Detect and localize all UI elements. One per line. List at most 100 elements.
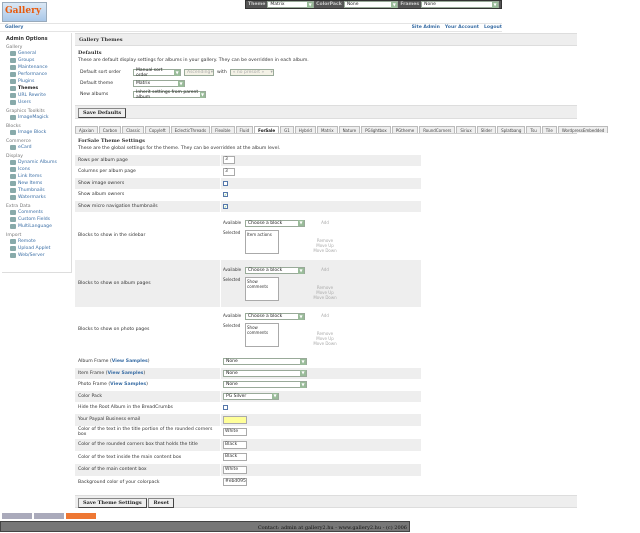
tab-slider[interactable]: Slider <box>476 126 497 133</box>
tab-hybrid[interactable]: Hybrid <box>294 126 316 133</box>
album_frame-select[interactable]: None ▼ <box>223 358 307 366</box>
sidebar-item[interactable]: Link Items <box>6 173 67 180</box>
c2-input[interactable]: Black <box>223 440 247 449</box>
remove-button[interactable]: Remove <box>316 285 334 291</box>
choose-block-select[interactable]: Choose a block ▼ <box>245 219 305 227</box>
sidebar-item[interactable]: Comments <box>6 209 67 216</box>
micro-checkbox[interactable]: ✓ <box>223 203 228 209</box>
sidebar-item[interactable]: Dynamic Albums <box>6 159 67 166</box>
move-down-button[interactable]: Move Down <box>313 341 337 346</box>
c1-input[interactable]: White <box>223 428 247 437</box>
sidebar-item[interactable]: Performance <box>6 71 67 78</box>
sort-order-select[interactable]: Manual sort order ▼ <box>133 68 181 78</box>
album_owners-checkbox[interactable]: ✓ <box>223 192 228 198</box>
c3-input[interactable]: Black <box>223 453 247 462</box>
move-up-button[interactable]: Move Up <box>316 242 334 248</box>
gallery-badge[interactable] <box>34 513 64 519</box>
sidebar-item[interactable]: Image Block <box>6 129 67 136</box>
remove-button[interactable]: Remove <box>316 331 334 336</box>
sidebar-item[interactable]: ImageMagick <box>6 114 67 121</box>
sidebar-item[interactable]: New Items <box>6 180 67 187</box>
rows-input[interactable]: 3 <box>223 156 235 165</box>
tab-nature[interactable]: Nature <box>338 126 361 133</box>
move-down-button[interactable]: Move Down <box>313 295 337 301</box>
hide-root-checkbox[interactable] <box>223 405 228 411</box>
reset-button[interactable]: Reset <box>148 498 175 508</box>
selected-blocks-list[interactable]: Show comments <box>245 323 279 347</box>
tab-pgtheme[interactable]: PGtheme <box>391 126 419 133</box>
colorpack-select[interactable]: PG Silver ▼ <box>223 392 279 400</box>
choose-block-select[interactable]: Choose a block ▼ <box>245 313 305 320</box>
move-up-button[interactable]: Move Up <box>316 290 334 296</box>
frames-select[interactable]: None ▼ <box>421 1 499 8</box>
view-samples-link[interactable]: View Samples <box>111 359 148 365</box>
tab-fluid[interactable]: Fluid <box>235 126 254 133</box>
selected-blocks-list[interactable]: Item actions <box>245 229 279 254</box>
tab-flexible[interactable]: Flexible <box>211 126 235 133</box>
save-theme-settings-button[interactable]: Save Theme Settings <box>78 498 147 508</box>
theme-select[interactable]: Matrix ▼ <box>267 1 315 8</box>
new-albums-select[interactable]: Inherit settings from parent album ▼ <box>133 90 206 100</box>
php-badge[interactable] <box>66 513 96 519</box>
sidebar-item[interactable]: Groups <box>6 57 67 64</box>
view-samples-link[interactable]: View Samples <box>110 382 147 388</box>
item_frame-select[interactable]: None ▼ <box>223 369 307 377</box>
sidebar-item[interactable]: MultiLanguage <box>6 223 67 230</box>
selected-blocks-list[interactable]: Show comments <box>245 277 279 302</box>
site-admin-link[interactable]: Site Admin <box>411 25 440 30</box>
tab-g1[interactable]: G1 <box>280 126 294 133</box>
move-down-button[interactable]: Move Down <box>313 247 337 253</box>
move-up-button[interactable]: Move Up <box>316 336 334 341</box>
tab-roundcorners[interactable]: RoundCorners <box>419 126 456 133</box>
c4-input[interactable]: White <box>223 465 247 474</box>
tab-tsu[interactable]: Tsu <box>526 126 541 133</box>
tab-eclecticthreads[interactable]: EclecticThreads <box>170 126 211 133</box>
tab-splatbang[interactable]: Splatbang <box>497 126 526 133</box>
c5-input[interactable]: #ebd095 <box>223 478 247 487</box>
sidebar-item[interactable]: Remote <box>6 238 67 245</box>
tab-copyleft[interactable]: Copyleft <box>145 126 170 133</box>
logout-link[interactable]: Logout <box>484 25 502 30</box>
tab-ajaxian[interactable]: Ajaxian <box>75 126 98 133</box>
your-account-link[interactable]: Your Account <box>444 25 479 30</box>
sidebar-item[interactable]: General <box>6 50 67 57</box>
presort-select[interactable]: « no presort » ▾ <box>229 69 274 76</box>
default-theme-select[interactable]: Matrix ▼ <box>133 80 185 87</box>
sidebar-item[interactable]: Plugins <box>6 78 67 85</box>
tab-pglightbox[interactable]: PGlightbox <box>361 126 391 133</box>
tab-siriux[interactable]: Siriux <box>456 126 476 133</box>
sort-direction-select[interactable]: Ascending ▾ <box>184 69 214 76</box>
sidebar-item[interactable]: eCard <box>6 144 67 151</box>
tab-forsale[interactable]: ForSale <box>254 126 280 133</box>
cols-input[interactable]: 3 <box>223 167 235 176</box>
sidebar-item[interactable]: Users <box>6 99 67 106</box>
add-button[interactable]: Add <box>321 267 329 273</box>
photo_frame-select[interactable]: None ▼ <box>223 381 307 389</box>
add-button[interactable]: Add <box>321 313 329 318</box>
save-defaults-button[interactable]: Save Defaults <box>78 108 127 118</box>
sidebar-item[interactable]: Upload Applet <box>6 245 67 252</box>
sidebar-item[interactable]: Custom Fields <box>6 216 67 223</box>
add-button[interactable]: Add <box>321 219 329 225</box>
sidebar-item[interactable]: Maintenance <box>6 64 67 71</box>
paypal-input[interactable] <box>223 415 247 424</box>
remove-button[interactable]: Remove <box>316 237 334 243</box>
view-samples-link[interactable]: View Samples <box>107 370 144 376</box>
img_owners-checkbox[interactable] <box>223 180 228 186</box>
sidebar-item[interactable]: Watermarks <box>6 194 67 201</box>
sidebar-item[interactable]: URL Rewrite <box>6 92 67 99</box>
tab-wordpressembedded[interactable]: WordpressEmbedded <box>557 126 609 133</box>
sidebar-item[interactable]: Icons <box>6 166 67 173</box>
tab-tile[interactable]: Tile <box>541 126 557 133</box>
sidebar-item[interactable]: Thumbnails <box>6 187 67 194</box>
breadcrumb[interactable]: Gallery <box>0 23 502 32</box>
xhtml-badge[interactable] <box>2 513 32 519</box>
gallery-logo[interactable]: Gallery <box>2 2 47 22</box>
tab-classic[interactable]: Classic <box>122 126 145 133</box>
tab-carbon[interactable]: Carbon <box>98 126 122 133</box>
choose-block-select[interactable]: Choose a block ▼ <box>245 267 305 275</box>
tab-matrix[interactable]: Matrix <box>316 126 338 133</box>
colorpack-select[interactable]: None ▼ <box>343 1 399 8</box>
sidebar-item[interactable]: Web/Server <box>6 252 67 259</box>
sidebar-item[interactable]: Themes <box>6 85 67 92</box>
